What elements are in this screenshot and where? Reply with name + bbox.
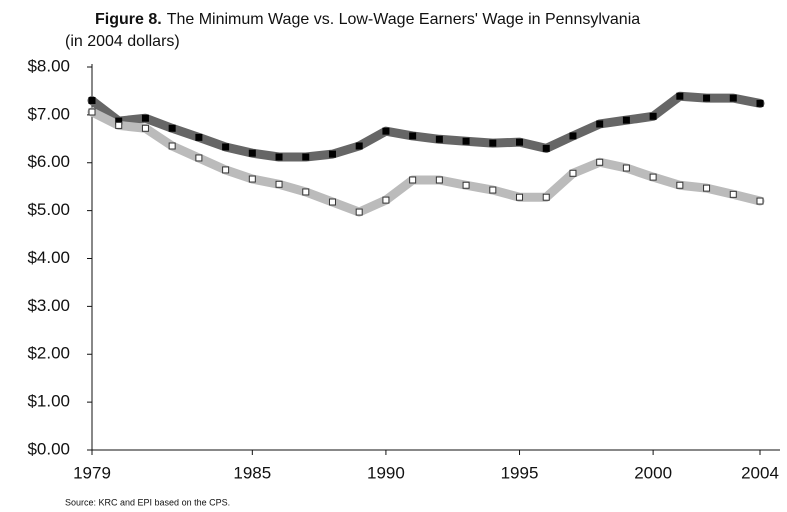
data-point	[409, 176, 417, 184]
data-point	[756, 197, 764, 205]
data-point	[649, 173, 657, 181]
data-point	[168, 142, 176, 150]
data-point	[489, 139, 497, 147]
source-note: Source: KRC and EPI based on the CPS.	[65, 497, 230, 507]
y-tick-label: $8.00	[27, 56, 70, 75]
data-point	[409, 132, 417, 140]
y-tick-label: $2.00	[27, 344, 70, 363]
data-point	[703, 184, 711, 192]
data-point	[302, 188, 310, 196]
data-point	[649, 112, 657, 120]
data-point	[596, 120, 604, 128]
data-point	[622, 164, 630, 172]
chart-title: Figure 8. The Minimum Wage vs. Low-Wage E…	[95, 11, 640, 28]
title-text: The Minimum Wage vs. Low-Wage Earners' W…	[167, 11, 641, 28]
data-point	[489, 186, 497, 194]
data-point	[462, 137, 470, 145]
data-point	[275, 180, 283, 188]
data-point	[222, 166, 230, 174]
data-point	[168, 124, 176, 132]
x-tick-label: 1990	[367, 463, 405, 482]
x-tick-label: 2004	[741, 463, 779, 482]
data-point	[302, 153, 310, 161]
data-point	[622, 116, 630, 124]
data-point	[542, 193, 550, 201]
data-point	[435, 176, 443, 184]
data-point	[141, 114, 149, 122]
y-tick-label: $5.00	[27, 200, 70, 219]
data-point	[542, 144, 550, 152]
data-point	[328, 150, 336, 158]
x-tick-label: 2000	[634, 463, 672, 482]
data-point	[141, 124, 149, 132]
y-tick-label: $1.00	[27, 392, 70, 411]
data-point	[382, 196, 390, 204]
data-point	[382, 127, 390, 135]
data-point	[222, 143, 230, 151]
data-point	[516, 138, 524, 146]
series-line	[87, 107, 765, 217]
data-point	[462, 181, 470, 189]
x-tick-label: 1979	[73, 463, 111, 482]
data-point	[756, 99, 764, 107]
data-point	[195, 133, 203, 141]
data-point	[569, 132, 577, 140]
data-point	[435, 135, 443, 143]
y-tick-label: $3.00	[27, 296, 70, 315]
data-point	[355, 142, 363, 150]
chart-subtitle: (in 2004 dollars)	[65, 33, 180, 50]
series-line	[87, 91, 765, 162]
figure-label: Figure 8.	[95, 11, 162, 28]
data-point	[729, 94, 737, 102]
data-point	[676, 92, 684, 100]
data-point	[729, 190, 737, 198]
data-point	[248, 175, 256, 183]
data-point	[88, 97, 96, 105]
data-point	[248, 149, 256, 157]
data-point	[275, 153, 283, 161]
data-point	[195, 154, 203, 162]
data-point	[569, 169, 577, 177]
x-tick-label: 1985	[233, 463, 271, 482]
y-tick-label: $4.00	[27, 248, 70, 267]
y-tick-label: $0.00	[27, 439, 70, 458]
data-point	[676, 181, 684, 189]
data-point	[88, 108, 96, 116]
data-point	[355, 208, 363, 216]
y-tick-label: $7.00	[27, 104, 70, 123]
data-point	[596, 158, 604, 166]
x-tick-label: 1995	[501, 463, 539, 482]
data-point	[516, 193, 524, 201]
data-point	[115, 121, 123, 129]
y-tick-label: $6.00	[27, 152, 70, 171]
data-point	[328, 198, 336, 206]
data-point	[703, 94, 711, 102]
